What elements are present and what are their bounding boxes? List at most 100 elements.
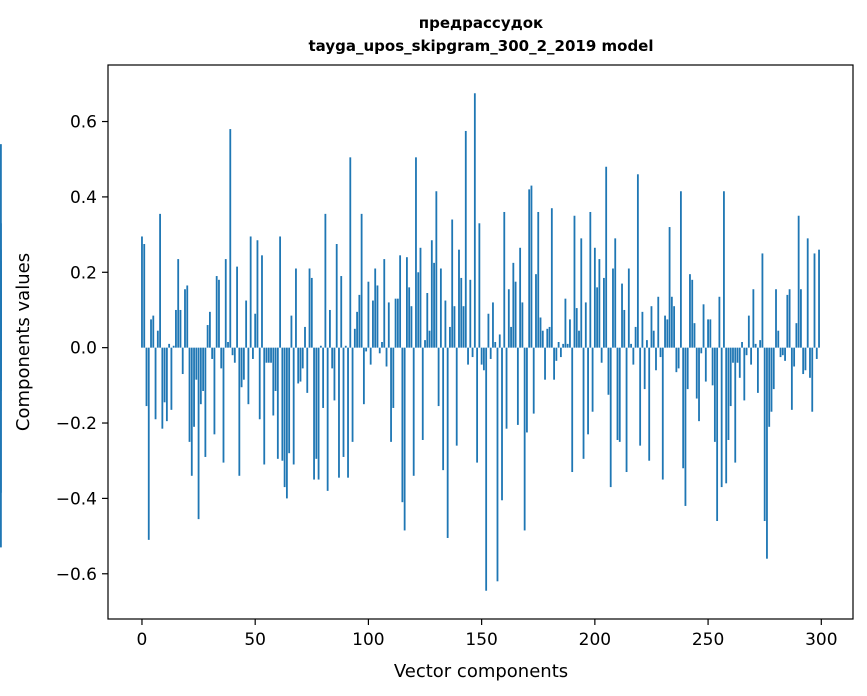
bar-125 <box>424 340 426 348</box>
bar-146 <box>471 347 474 358</box>
bar-46 <box>245 300 248 348</box>
bar-34 <box>218 279 220 348</box>
bar-201 <box>596 287 599 348</box>
bar-218 <box>634 326 637 348</box>
bar-230 <box>661 347 664 480</box>
bar-226 <box>652 330 655 348</box>
bar-166 <box>516 347 519 425</box>
bar-274 <box>761 253 764 348</box>
bar-27 <box>202 347 205 391</box>
bar-16 <box>177 259 180 348</box>
bar-99 <box>365 347 368 352</box>
bar-269 <box>750 347 753 365</box>
bar-265 <box>741 342 743 348</box>
bar-158 <box>498 334 501 348</box>
bar-24 <box>195 347 198 380</box>
bar-33 <box>215 276 218 348</box>
bar-59 <box>274 347 277 391</box>
bar-176 <box>539 317 542 348</box>
bar-240 <box>684 347 687 506</box>
bar-256 <box>720 347 723 488</box>
bar-246 <box>698 347 700 422</box>
bar-89 <box>342 347 345 457</box>
bar-88 <box>340 276 343 348</box>
bar-91 <box>347 347 349 478</box>
bar-12 <box>168 343 171 348</box>
bar-108 <box>385 347 388 367</box>
bar-124 <box>421 347 424 440</box>
bar-171 <box>528 189 531 348</box>
bar-135 <box>446 347 449 538</box>
bar-212 <box>621 283 623 348</box>
bar-51 <box>256 240 259 348</box>
bar-273 <box>759 340 762 348</box>
bar-181 <box>550 208 553 348</box>
bar-20 <box>186 285 189 348</box>
chart-subtitle: tayga_upos_skipgram_300_2_2019 model <box>309 37 654 55</box>
bar-7 <box>156 330 159 348</box>
bar-261 <box>732 347 734 363</box>
bar-37 <box>224 259 227 348</box>
bar-233 <box>668 227 671 348</box>
bar-96 <box>358 294 361 348</box>
bar-9 <box>161 347 164 429</box>
bar-245 <box>695 347 698 399</box>
bar-174 <box>535 274 537 348</box>
bar-254 <box>716 347 719 522</box>
bar-163 <box>510 326 512 348</box>
bar-156 <box>494 342 497 348</box>
bar-211 <box>618 347 621 442</box>
bar-60 <box>276 347 279 459</box>
bar-170 <box>526 347 528 433</box>
bar-184 <box>557 342 560 348</box>
bar-54 <box>263 347 266 465</box>
bar-44 <box>240 347 243 388</box>
bar-11 <box>165 347 168 422</box>
bar-182 <box>553 347 555 380</box>
bar-14 <box>172 345 175 348</box>
bar-222 <box>643 347 646 390</box>
bar-203 <box>600 347 603 363</box>
bar-138 <box>453 306 456 348</box>
bar-229 <box>659 347 662 358</box>
bar-98 <box>362 347 365 405</box>
bar-271 <box>754 343 757 348</box>
bar-157 <box>496 347 499 582</box>
x-tick-label: 100 <box>352 630 384 650</box>
bar-4 <box>150 319 152 348</box>
bar-160 <box>503 211 506 348</box>
bar-152 <box>485 347 488 591</box>
bar-150 <box>480 347 483 365</box>
bar-283 <box>781 347 784 356</box>
bar-193 <box>578 330 580 348</box>
x-tick-label: 50 <box>244 630 266 650</box>
bar-188 <box>566 343 569 348</box>
bar-65 <box>288 347 291 454</box>
bar-250 <box>707 319 709 348</box>
bar-116 <box>403 347 406 531</box>
bar-18 <box>181 347 184 375</box>
bar-151 <box>482 347 485 371</box>
bar-232 <box>666 319 669 348</box>
bar-223 <box>646 340 648 348</box>
bar-227 <box>655 347 657 371</box>
bar-120 <box>412 347 415 476</box>
bar-105 <box>378 347 381 354</box>
bar-5 <box>152 315 155 348</box>
bar-284 <box>784 347 786 361</box>
bar-257 <box>723 191 725 348</box>
bar-76 <box>313 347 315 480</box>
y-tick-label: 0.0 <box>70 339 97 359</box>
bar-291 <box>800 289 802 348</box>
bar-103 <box>374 268 377 348</box>
bar-153 <box>487 313 490 348</box>
bar-205 <box>605 166 608 348</box>
bar-25 <box>197 347 200 520</box>
bar-238 <box>679 191 682 348</box>
bar-3 <box>147 347 150 540</box>
y-tick-label: 0.6 <box>70 113 97 133</box>
bar-35 <box>220 347 223 369</box>
bar-164 <box>512 262 515 348</box>
x-tick-label: 200 <box>579 630 611 650</box>
bar-258 <box>725 347 728 484</box>
